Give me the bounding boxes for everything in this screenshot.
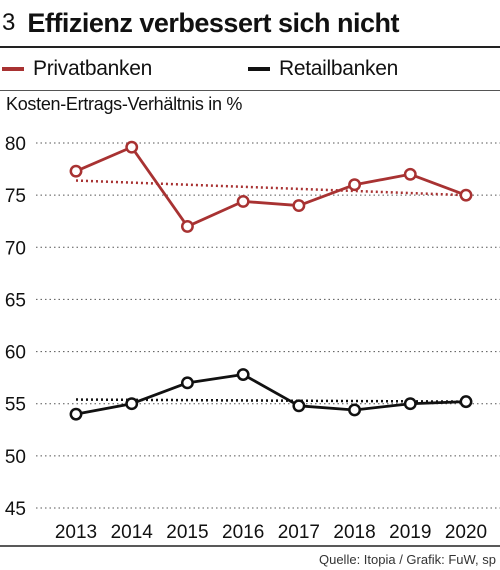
legend-item-privatbanken: Privatbanken [2,56,152,82]
source-credit: Quelle: Itopia / Grafik: FuW, sp [318,552,496,567]
data-point-privatbanken [292,199,306,213]
series-line-privatbanken [75,145,467,228]
y-tick-label: 75 [5,186,26,207]
data-point-retailbanken [403,397,417,411]
data-point-retailbanken [125,397,139,411]
legend-label-privatbanken: Privatbanken [33,57,152,80]
data-point-privatbanken [125,140,139,154]
x-tick-label: 2017 [278,522,320,543]
chart-header: 3 Effizienz verbessert sich nicht [2,6,399,40]
data-point-privatbanken [69,164,83,178]
data-point-retailbanken [180,376,194,390]
data-point-retailbanken [236,368,250,381]
x-tick-label: 2016 [222,522,264,543]
x-tick-label: 2018 [333,522,375,543]
data-point-retailbanken [348,403,362,417]
data-point-retailbanken [459,395,473,409]
y-tick-label: 55 [5,395,26,416]
y-axis-label: Kosten-Ertrags-Verhältnis in % [6,94,243,114]
legend-label-retailbanken: Retailbanken [279,57,398,80]
y-tick-label: 45 [5,499,26,520]
y-tick-label: 60 [5,343,26,364]
legend-item-retailbanken: Retailbanken [248,56,398,82]
legend-swatch-privatbanken [2,67,24,71]
data-point-retailbanken [292,399,306,413]
data-point-privatbanken [180,219,194,233]
y-tick-label: 80 [5,134,26,155]
data-point-privatbanken [236,194,250,208]
header-divider [0,46,500,48]
data-point-retailbanken [69,407,83,421]
trend-line-privatbanken [75,179,467,197]
y-tick-label: 70 [5,238,26,259]
chart-title: Effizienz verbessert sich nicht [27,7,399,38]
legend-divider [0,90,500,91]
data-point-privatbanken [348,178,362,192]
data-point-privatbanken [403,167,417,181]
x-tick-label: 2014 [111,522,154,543]
x-tick-label: 2013 [55,522,97,543]
y-tick-label: 50 [5,447,26,468]
data-point-privatbanken [459,188,473,202]
chart-number: 3 [2,9,16,36]
x-tick-label: 2019 [389,522,431,543]
legend-swatch-retailbanken [248,67,270,71]
x-tick-label: 2020 [445,522,487,543]
series-line-retailbanken [75,373,467,416]
y-tick-label: 65 [5,290,26,311]
x-tick-label: 2015 [166,522,208,543]
